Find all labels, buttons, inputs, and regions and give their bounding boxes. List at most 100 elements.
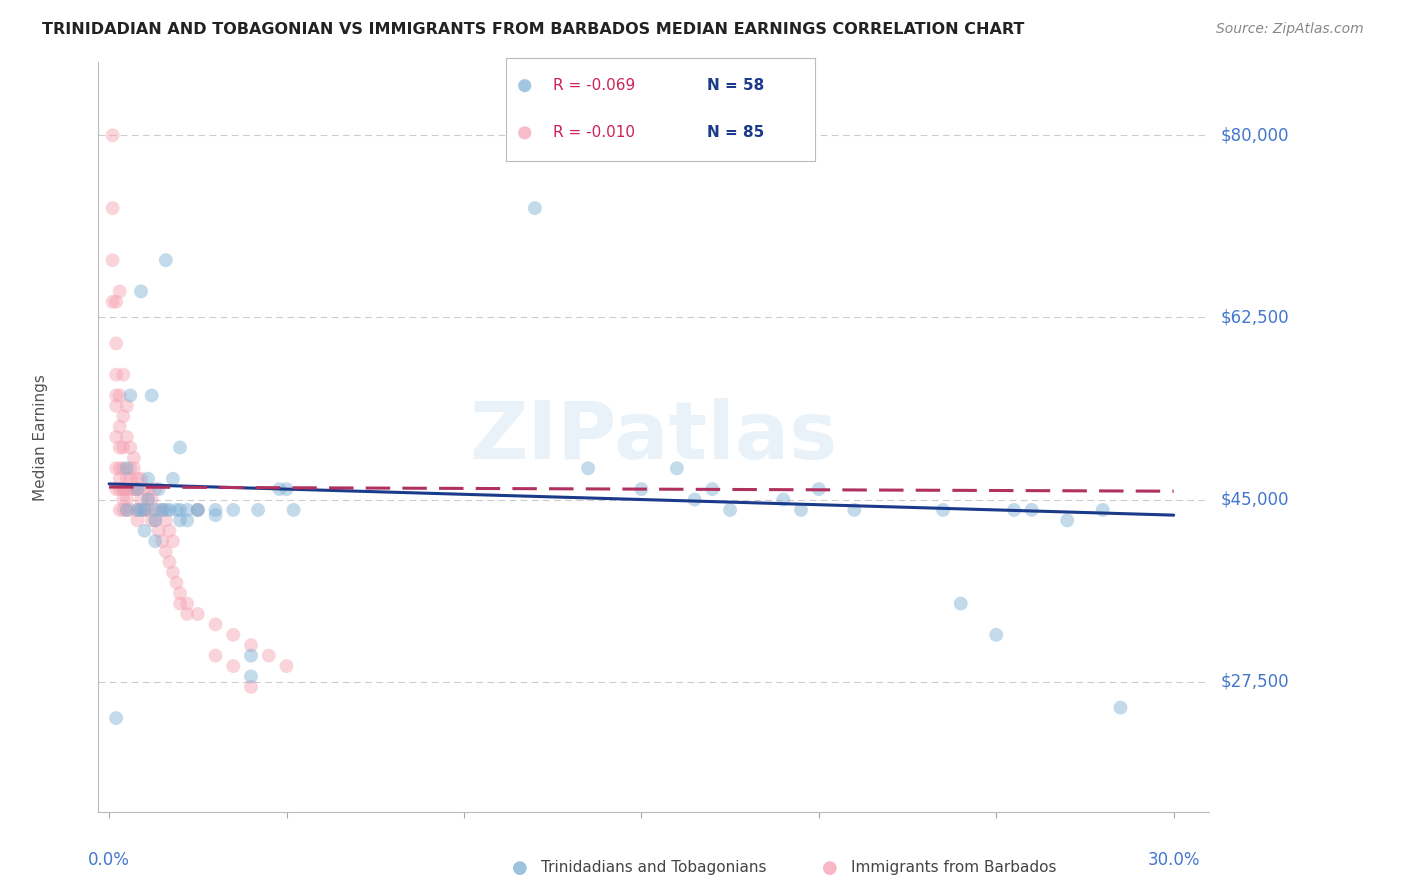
Text: Median Earnings: Median Earnings — [32, 374, 48, 500]
Point — [105, 399, 128, 413]
Point — [143, 503, 166, 517]
Point — [101, 253, 124, 268]
Point — [143, 513, 166, 527]
Point — [162, 472, 184, 486]
Point — [120, 482, 142, 496]
Point — [105, 711, 128, 725]
Point — [169, 597, 191, 611]
Point — [143, 534, 166, 549]
Point — [115, 503, 138, 517]
Point — [127, 482, 149, 496]
Point — [150, 503, 173, 517]
Point — [101, 294, 124, 309]
Text: R = -0.010: R = -0.010 — [553, 126, 634, 140]
Point — [683, 492, 706, 507]
Point — [108, 482, 131, 496]
Point — [127, 472, 149, 486]
Point — [932, 503, 955, 517]
Point — [276, 659, 298, 673]
Point — [176, 607, 198, 621]
Point — [204, 617, 226, 632]
Point — [120, 388, 142, 402]
Point — [169, 503, 191, 517]
Point — [143, 513, 166, 527]
Point — [240, 680, 263, 694]
Point — [576, 461, 599, 475]
Point — [112, 482, 135, 496]
Point — [790, 503, 813, 517]
Point — [665, 461, 688, 475]
Text: $80,000: $80,000 — [1220, 127, 1289, 145]
Point — [105, 482, 128, 496]
Point — [136, 472, 159, 486]
Point — [176, 503, 198, 517]
Text: $62,500: $62,500 — [1220, 309, 1289, 326]
Point — [115, 461, 138, 475]
Point — [108, 472, 131, 486]
Point — [112, 368, 135, 382]
Point — [129, 503, 152, 517]
Point — [187, 503, 209, 517]
Point — [718, 503, 741, 517]
Point — [166, 575, 188, 590]
Point — [136, 492, 159, 507]
Point — [157, 555, 180, 569]
Point — [844, 503, 866, 517]
Point — [169, 441, 191, 455]
Point — [949, 597, 972, 611]
Point — [115, 482, 138, 496]
Point — [108, 419, 131, 434]
Point — [143, 482, 166, 496]
Point — [176, 513, 198, 527]
Point — [222, 659, 245, 673]
Point — [513, 126, 536, 140]
Point — [101, 128, 124, 143]
Text: 30.0%: 30.0% — [1147, 851, 1199, 869]
Point — [141, 513, 163, 527]
Point — [127, 503, 149, 517]
Text: $27,500: $27,500 — [1220, 673, 1289, 690]
Text: Immigrants from Barbados: Immigrants from Barbados — [851, 861, 1056, 875]
Point — [1091, 503, 1114, 517]
Point — [204, 503, 226, 517]
Point — [112, 441, 135, 455]
Point — [169, 513, 191, 527]
Point — [148, 503, 170, 517]
Point — [108, 285, 131, 299]
Text: ZIPatlas: ZIPatlas — [470, 398, 838, 476]
Point — [122, 450, 145, 465]
Point — [630, 482, 652, 496]
Point — [105, 388, 128, 402]
Point — [166, 503, 188, 517]
Point — [1056, 513, 1078, 527]
Point — [127, 482, 149, 496]
Point — [204, 508, 226, 523]
Point — [129, 285, 152, 299]
Point — [523, 201, 546, 215]
Point — [240, 669, 263, 683]
Text: N = 85: N = 85 — [707, 126, 765, 140]
Point — [1109, 700, 1132, 714]
Point — [134, 524, 156, 538]
Point — [187, 607, 209, 621]
Point — [150, 534, 173, 549]
Point — [105, 461, 128, 475]
Point — [155, 544, 177, 558]
Point — [127, 513, 149, 527]
Text: $45,000: $45,000 — [1220, 491, 1289, 508]
Text: Source: ZipAtlas.com: Source: ZipAtlas.com — [1216, 22, 1364, 37]
Text: ●: ● — [512, 859, 529, 877]
Text: TRINIDADIAN AND TOBAGONIAN VS IMMIGRANTS FROM BARBADOS MEDIAN EARNINGS CORRELATI: TRINIDADIAN AND TOBAGONIAN VS IMMIGRANTS… — [42, 22, 1025, 37]
Point — [112, 409, 135, 424]
Point — [169, 586, 191, 600]
Point — [187, 503, 209, 517]
Point — [134, 503, 156, 517]
Text: R = -0.069: R = -0.069 — [553, 78, 634, 93]
Point — [120, 472, 142, 486]
Point — [148, 482, 170, 496]
Point — [108, 441, 131, 455]
Point — [222, 503, 245, 517]
Point — [269, 482, 291, 496]
Text: 0.0%: 0.0% — [89, 851, 129, 869]
Point — [134, 503, 156, 517]
